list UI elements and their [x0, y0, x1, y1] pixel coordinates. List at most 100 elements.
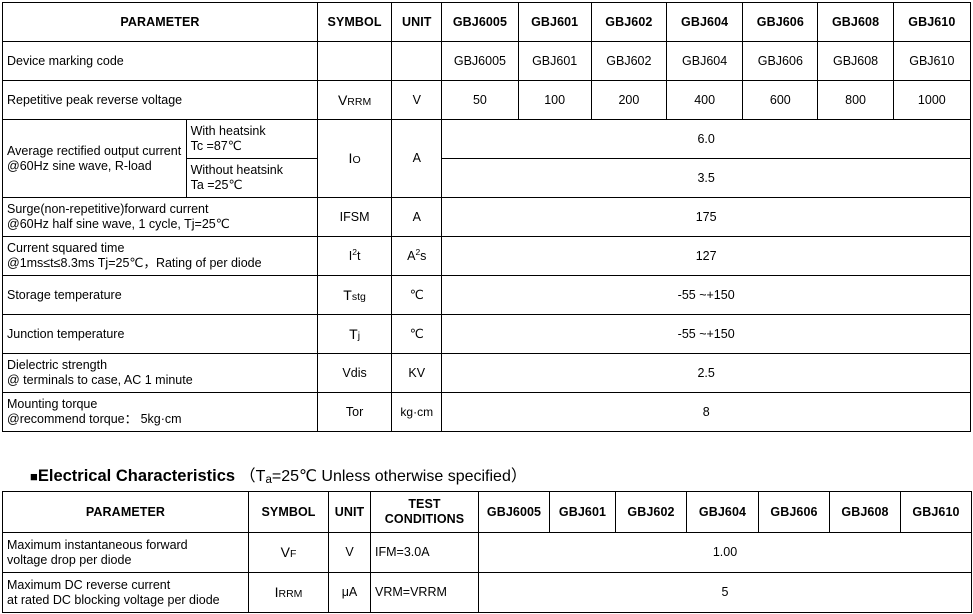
cell-value: 800: [817, 80, 894, 120]
cell-unit: V: [328, 532, 371, 573]
maximum-ratings-table: PARAMETER SYMBOL UNIT GBJ6005 GBJ601 GBJ…: [2, 2, 972, 432]
cell-value-merged: 3.5: [441, 158, 971, 198]
table-row: Maximum DC reverse current at rated DC b…: [2, 572, 972, 613]
table-row: Repetitive peak reverse voltage VRRM V 5…: [2, 80, 972, 120]
table-row: Storage temperature Tstg ℃ -55 ~+150: [2, 275, 971, 315]
table-row: Without heatsink Ta =25℃ 3.5: [3, 158, 971, 198]
cell-value: 1000: [892, 80, 972, 120]
cell-value-merged: 6.0: [441, 119, 971, 159]
header-part-gbj6005: GBJ6005: [478, 491, 550, 533]
row-label-repetitive-peak-reverse-voltage: Repetitive peak reverse voltage: [2, 80, 318, 120]
cell-symbol: IFSM: [316, 197, 393, 237]
cell-condition-with-heatsink: With heatsink Tc =87℃: [185, 119, 318, 159]
header-parameter: PARAMETER: [2, 491, 249, 533]
table-row: Dielectric strength @ terminals to case,…: [2, 353, 971, 393]
row-label-surge-forward-current: Surge(non-repetitive)forward current @60…: [2, 197, 318, 237]
cell-value-merged: 2.5: [441, 353, 971, 393]
cell-value-merged: -55 ~+150: [441, 314, 971, 354]
cell-test-conditions: VRM=VRRM: [370, 572, 479, 613]
cell-symbol: VRRM: [316, 80, 393, 120]
header-part-gbj601: GBJ601: [549, 491, 616, 533]
cell-unit: [391, 41, 443, 81]
cell-value-merged: -55 ~+150: [441, 275, 971, 315]
cell-symbol: [316, 41, 393, 81]
section-title-electrical-characteristics: ■Electrical Characteristics （Ta=25℃ Unle…: [30, 462, 527, 486]
row-label-dielectric-strength: Dielectric strength @ terminals to case,…: [2, 353, 318, 393]
cell-unit: μA: [328, 572, 371, 613]
cell-value: GBJ610: [892, 41, 972, 81]
cell-value: 200: [590, 80, 668, 120]
cell-unit: A2s: [391, 236, 443, 276]
table2-header-row: PARAMETER SYMBOL UNIT TEST CONDITIONS GB…: [2, 491, 972, 533]
header-unit: UNIT: [328, 491, 371, 533]
header-symbol: SYMBOL: [316, 2, 393, 42]
row-label-current-squared-time: Current squared time @1ms≤t≤8.3ms Tj=25℃…: [2, 236, 318, 276]
cell-value: GBJ6005: [441, 41, 519, 81]
row-label-max-dc-reverse-current: Maximum DC reverse current at rated DC b…: [2, 572, 249, 613]
cell-value-merged: 8: [441, 392, 971, 432]
cell-unit: A: [391, 197, 443, 237]
row-label-average-rectified-output-current: Average rectified output current @60Hz s…: [2, 119, 187, 198]
header-part-gbj601: GBJ601: [517, 2, 592, 42]
table-row: Mounting torque @recommend torque： 5kg·c…: [2, 392, 971, 432]
table-row: Junction temperature Tj ℃ -55 ~+150: [2, 314, 971, 354]
cell-unit: ℃: [391, 314, 443, 354]
table-row: Current squared time @1ms≤t≤8.3ms Tj=25℃…: [2, 236, 971, 276]
section-title-text: Electrical Characteristics: [37, 467, 236, 485]
cell-value: GBJ604: [665, 41, 744, 81]
cell-symbol: IRRM: [248, 572, 329, 613]
header-unit: UNIT: [391, 2, 443, 42]
header-part-gbj610: GBJ610: [900, 491, 972, 533]
cell-value-merged: 1.00: [478, 532, 972, 573]
cell-symbol: Tor: [316, 392, 393, 432]
table-row: Surge(non-repetitive)forward current @60…: [2, 197, 971, 237]
table1-header-row: PARAMETER SYMBOL UNIT GBJ6005 GBJ601 GBJ…: [2, 2, 972, 42]
cell-test-conditions: IFM=3.0A: [370, 532, 479, 573]
cell-value: 600: [742, 80, 819, 120]
row-label-device-marking-code: Device marking code: [2, 41, 318, 81]
header-part-gbj606: GBJ606: [758, 491, 830, 533]
row-label-junction-temperature: Junction temperature: [2, 314, 318, 354]
header-part-gbj608: GBJ608: [817, 2, 894, 42]
cell-unit: ℃: [391, 275, 443, 315]
cell-unit: KV: [391, 353, 443, 393]
header-part-gbj602: GBJ602: [590, 2, 668, 42]
cell-unit: kg·cm: [391, 392, 443, 432]
electrical-characteristics-table: PARAMETER SYMBOL UNIT TEST CONDITIONS GB…: [2, 491, 972, 613]
header-parameter: PARAMETER: [2, 2, 318, 42]
header-part-gbj602: GBJ602: [615, 491, 687, 533]
header-part-gbj604: GBJ604: [665, 2, 744, 42]
cell-symbol: I2t: [316, 236, 393, 276]
cell-symbol: Vdis: [316, 353, 393, 393]
cell-value: 100: [517, 80, 592, 120]
cell-value: GBJ608: [817, 41, 894, 81]
cell-symbol: VF: [248, 532, 329, 573]
header-part-gbj608: GBJ608: [829, 491, 901, 533]
cell-value: 400: [665, 80, 744, 120]
cell-value-merged: 127: [441, 236, 971, 276]
bullet-square-icon: ■: [30, 469, 38, 484]
section-condition: （Ta=25℃ Unless otherwise specified）: [239, 468, 527, 486]
header-part-gbj610: GBJ610: [892, 2, 972, 42]
table-row: Average rectified output current @60Hz s…: [2, 119, 971, 198]
row-label-max-forward-voltage-drop: Maximum instantaneous forward voltage dr…: [2, 532, 249, 573]
cell-symbol: Tj: [316, 314, 393, 354]
cell-value: GBJ606: [742, 41, 819, 81]
cell-symbol: Tstg: [316, 275, 393, 315]
cell-value-merged: 5: [478, 572, 972, 613]
table-row: Device marking code GBJ6005 GBJ601 GBJ60…: [2, 41, 972, 81]
header-part-gbj604: GBJ604: [686, 491, 759, 533]
cell-value: GBJ602: [590, 41, 668, 81]
cell-value: GBJ601: [517, 41, 592, 81]
cell-value-merged: 175: [441, 197, 971, 237]
header-test-conditions: TEST CONDITIONS: [370, 491, 479, 533]
header-part-gbj606: GBJ606: [742, 2, 819, 42]
header-symbol: SYMBOL: [248, 491, 329, 533]
header-part-gbj6005: GBJ6005: [441, 2, 519, 42]
cell-value: 50: [441, 80, 519, 120]
cell-unit: V: [391, 80, 443, 120]
row-label-storage-temperature: Storage temperature: [2, 275, 318, 315]
cell-unit: A: [391, 119, 443, 198]
table-row: Maximum instantaneous forward voltage dr…: [2, 532, 972, 573]
